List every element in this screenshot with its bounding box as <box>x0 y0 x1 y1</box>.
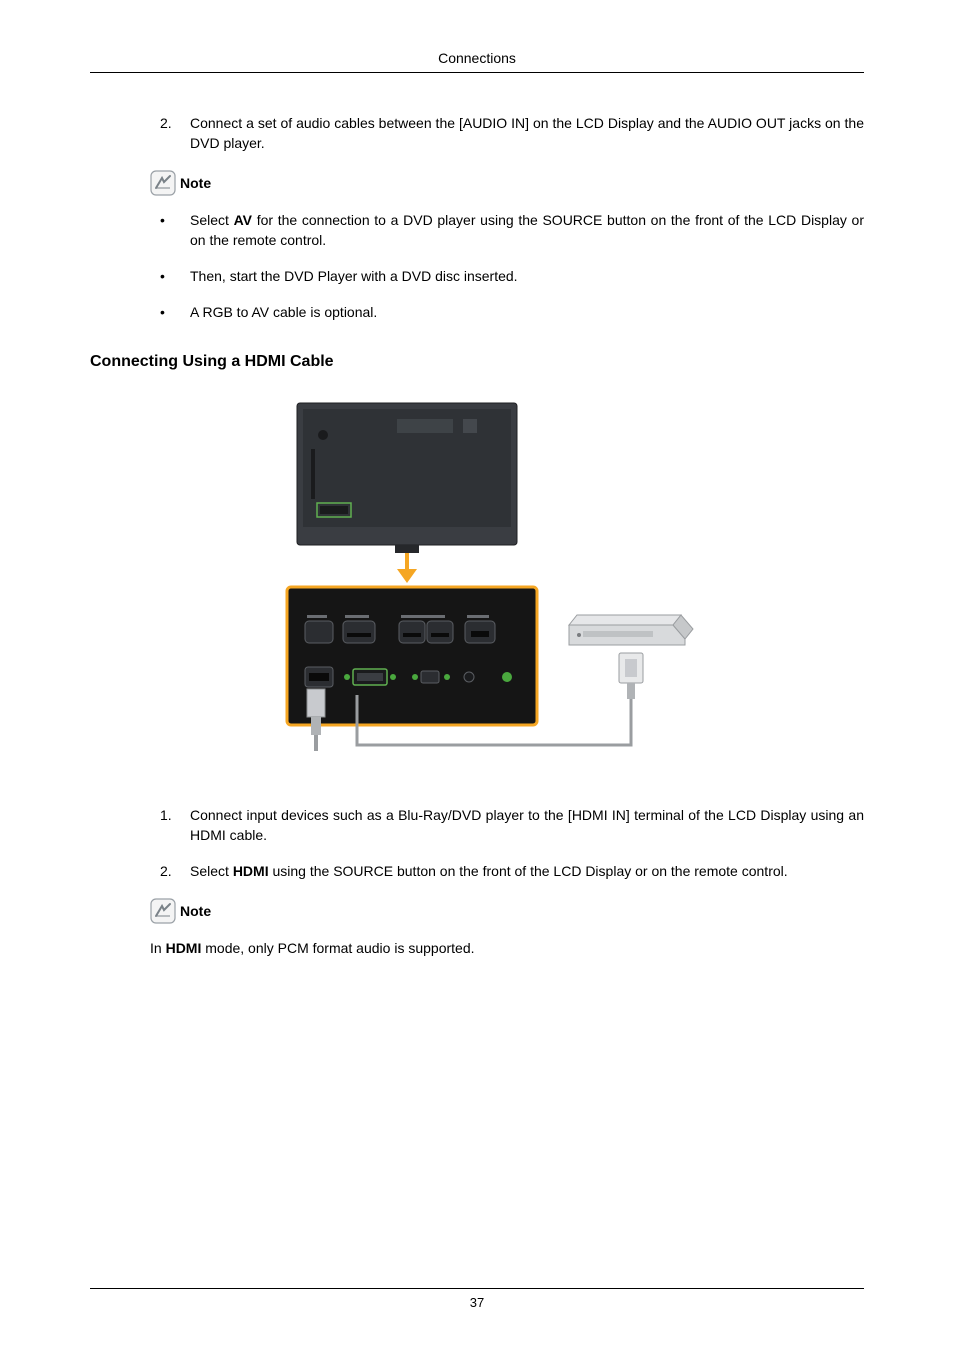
bullet-item: • Then, start the DVD Player with a DVD … <box>160 266 864 286</box>
item-text: Connect input devices such as a Blu-Ray/… <box>190 805 864 846</box>
bullet-text: Then, start the DVD Player with a DVD di… <box>190 266 518 286</box>
connection-diagram <box>90 395 864 765</box>
text-bold: AV <box>234 212 252 228</box>
page-header-title: Connections <box>90 50 864 72</box>
text-fragment: mode, only PCM format audio is supported… <box>201 940 474 956</box>
note-icon <box>150 898 176 924</box>
item-number: 1. <box>160 805 190 846</box>
text-bold: HDMI <box>233 863 269 879</box>
bullet-item: • Select AV for the connection to a DVD … <box>160 210 864 251</box>
section-heading: Connecting Using a HDMI Cable <box>90 353 864 371</box>
step-item-1: 1. Connect input devices such as a Blu-R… <box>160 805 864 846</box>
note-label: Note <box>180 175 211 191</box>
footer-rule <box>90 1288 864 1289</box>
text-fragment: for the connection to a DVD player using… <box>190 212 864 248</box>
bullet-marker: • <box>160 210 190 251</box>
header-rule <box>90 72 864 73</box>
bullet-marker: • <box>160 266 190 286</box>
note-label: Note <box>180 903 211 919</box>
closing-text: In HDMI mode, only PCM format audio is s… <box>150 938 864 958</box>
text-fragment: Select <box>190 863 233 879</box>
page-number: 37 <box>90 1295 864 1310</box>
bullet-item: • A RGB to AV cable is optional. <box>160 302 864 322</box>
text-fragment: In <box>150 940 166 956</box>
item-number: 2. <box>160 113 190 154</box>
item-text: Connect a set of audio cables between th… <box>190 113 864 154</box>
step-item-2: 2. Select HDMI using the SOURCE button o… <box>160 861 864 881</box>
text-bold: HDMI <box>166 940 202 956</box>
bullet-marker: • <box>160 302 190 322</box>
text-fragment: using the SOURCE button on the front of … <box>269 863 788 879</box>
note-callout: Note <box>150 170 864 196</box>
text-fragment: Select <box>190 212 234 228</box>
note-icon <box>150 170 176 196</box>
item-text: Select HDMI using the SOURCE button on t… <box>190 861 788 881</box>
numbered-item-2: 2. Connect a set of audio cables between… <box>160 113 864 154</box>
note-callout: Note <box>150 898 864 924</box>
page-footer: 37 <box>90 1288 864 1310</box>
bullet-text: A RGB to AV cable is optional. <box>190 302 377 322</box>
item-number: 2. <box>160 861 190 881</box>
bullet-text: Select AV for the connection to a DVD pl… <box>190 210 864 251</box>
